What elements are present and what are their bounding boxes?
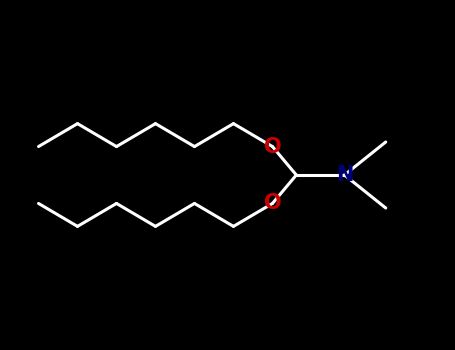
Text: O: O	[263, 136, 281, 156]
Text: N: N	[336, 165, 353, 185]
Text: O: O	[263, 194, 281, 214]
